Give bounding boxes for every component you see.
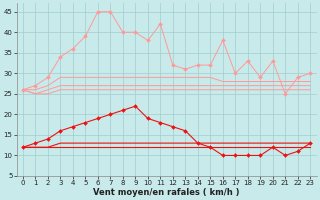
X-axis label: Vent moyen/en rafales ( km/h ): Vent moyen/en rafales ( km/h ) (93, 188, 240, 197)
